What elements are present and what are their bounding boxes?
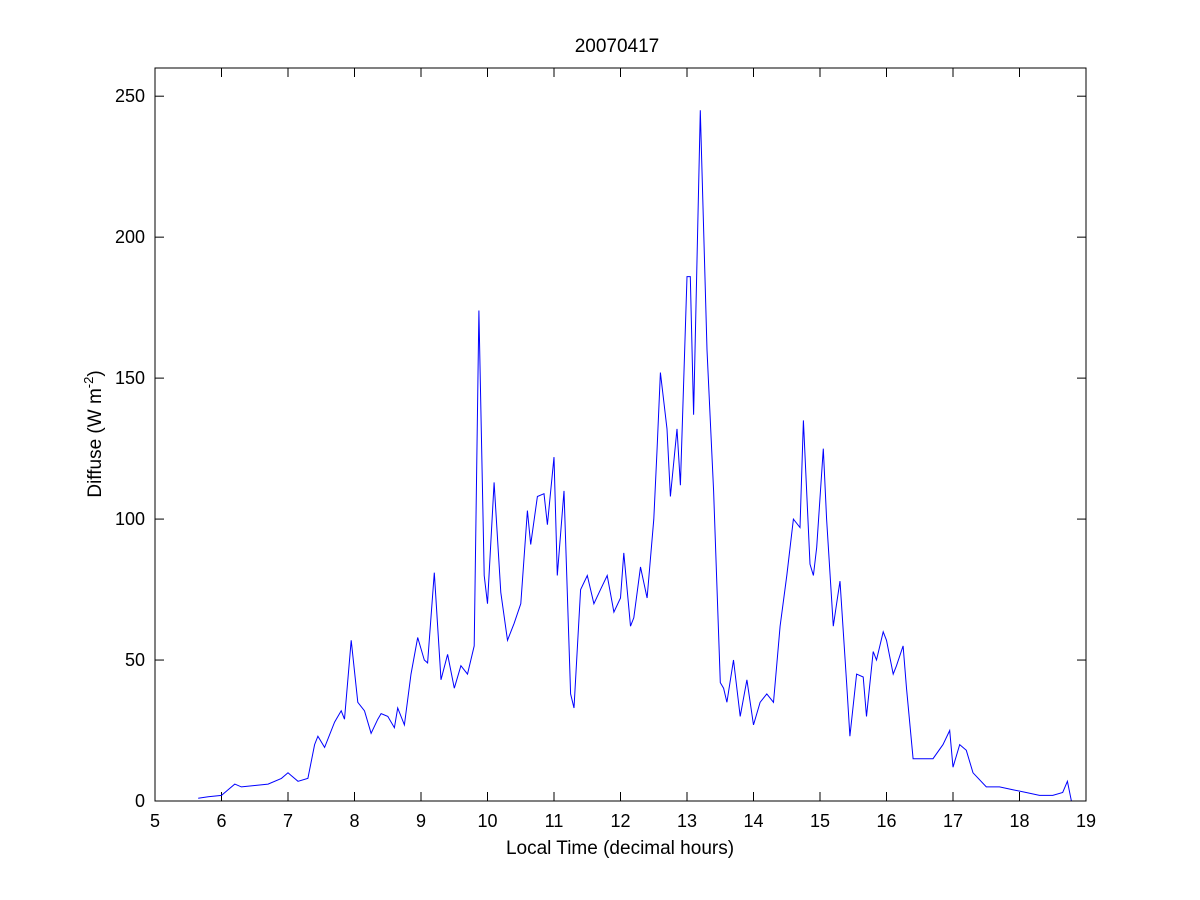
y-tick-label: 50 xyxy=(125,650,145,670)
x-tick-label: 5 xyxy=(150,811,160,831)
tick-marks xyxy=(154,68,1087,802)
x-tick-label: 10 xyxy=(477,811,497,831)
y-axis-label-main: Diffuse (W m xyxy=(85,388,106,497)
x-tick-label: 17 xyxy=(943,811,963,831)
y-tick-label: 200 xyxy=(115,227,145,247)
x-tick-label: 11 xyxy=(545,811,564,831)
y-tick-label: 150 xyxy=(115,368,145,388)
x-tick-label: 7 xyxy=(283,811,293,831)
y-axis-label: Diffuse (W m-2) xyxy=(81,370,106,497)
x-tick-labels: 5 6 7 8 9 10 11 12 13 14 15 16 17 18 19 xyxy=(150,811,1096,831)
y-axis-label-exponent: -2 xyxy=(81,377,96,389)
y-tick-label: 0 xyxy=(135,791,145,811)
x-tick-label: 6 xyxy=(216,811,226,831)
x-tick-label: 9 xyxy=(416,811,426,831)
x-tick-label: 18 xyxy=(1009,811,1029,831)
plot-frame xyxy=(154,67,1087,802)
x-tick-label: 8 xyxy=(349,811,359,831)
x-tick-label: 13 xyxy=(677,811,697,831)
plot-area xyxy=(155,68,1086,801)
y-axis-label-close: ) xyxy=(85,370,106,376)
y-tick-label: 250 xyxy=(115,86,145,106)
x-axis-label: Local Time (decimal hours) xyxy=(506,838,734,859)
x-tick-label: 19 xyxy=(1076,811,1096,831)
diffuse-series-line xyxy=(198,110,1072,802)
y-tick-label: 100 xyxy=(115,509,145,529)
x-tick-label: 16 xyxy=(876,811,896,831)
x-tick-label: 14 xyxy=(743,811,763,831)
x-tick-label: 15 xyxy=(810,811,830,831)
chart-title: 20070417 xyxy=(575,36,660,57)
y-tick-labels: 0 50 100 150 200 250 xyxy=(115,86,145,811)
x-tick-label: 12 xyxy=(610,811,630,831)
